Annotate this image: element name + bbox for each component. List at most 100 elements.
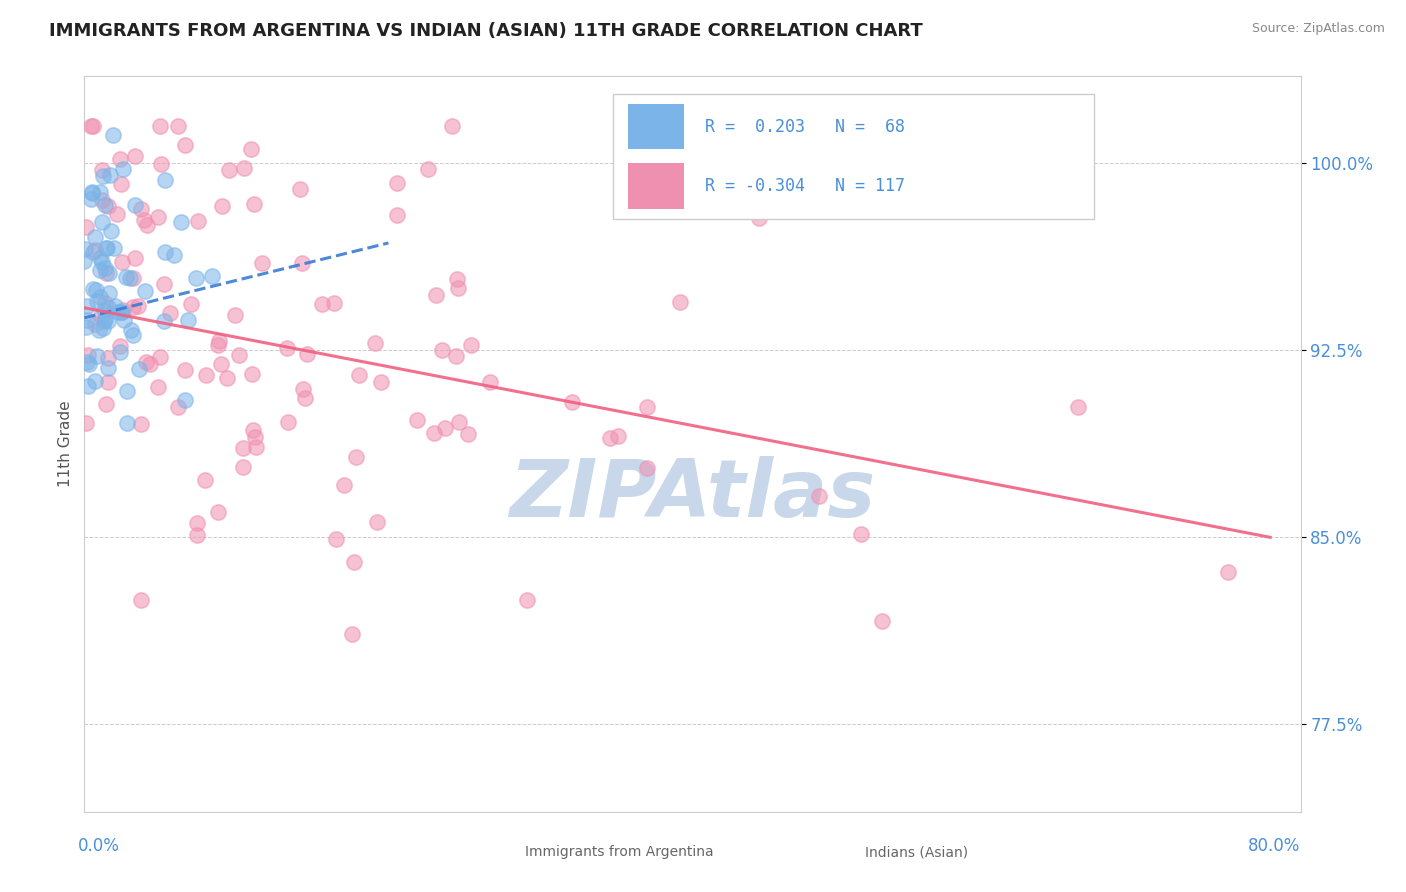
Point bbox=[76, 312, 98, 326]
Bar bbox=[814, 842, 858, 865]
Point bbox=[89, 290, 111, 304]
Bar bbox=[628, 103, 683, 149]
Point bbox=[89, 185, 111, 199]
Text: R =  0.203   N =  68: R = 0.203 N = 68 bbox=[704, 118, 904, 136]
Point bbox=[118, 271, 141, 285]
Point bbox=[97, 351, 120, 365]
Point bbox=[242, 423, 264, 437]
Point bbox=[84, 230, 107, 244]
Point bbox=[186, 516, 208, 531]
Point bbox=[90, 193, 112, 207]
Point bbox=[122, 271, 145, 285]
Point bbox=[112, 313, 135, 327]
Point bbox=[108, 338, 131, 352]
Point bbox=[209, 357, 232, 371]
Point bbox=[76, 378, 98, 392]
Point bbox=[75, 320, 97, 334]
Point bbox=[370, 375, 392, 389]
Point bbox=[90, 309, 112, 323]
Point bbox=[100, 224, 122, 238]
Point bbox=[447, 415, 470, 429]
Point bbox=[291, 382, 314, 396]
Point bbox=[108, 152, 131, 166]
Point bbox=[94, 241, 117, 255]
Point bbox=[82, 119, 104, 133]
Point bbox=[110, 305, 132, 319]
Point bbox=[98, 285, 121, 300]
Point bbox=[163, 248, 186, 262]
Text: IMMIGRANTS FROM ARGENTINA VS INDIAN (ASIAN) 11TH GRADE CORRELATION CHART: IMMIGRANTS FROM ARGENTINA VS INDIAN (ASI… bbox=[49, 22, 922, 40]
Text: 80.0%: 80.0% bbox=[1249, 838, 1301, 855]
Point bbox=[82, 186, 104, 201]
Point bbox=[83, 374, 105, 388]
Point bbox=[325, 532, 347, 546]
Point bbox=[115, 384, 138, 398]
Point bbox=[128, 362, 150, 376]
Point bbox=[97, 199, 120, 213]
Point bbox=[416, 162, 439, 177]
Point bbox=[94, 295, 117, 310]
Point bbox=[446, 272, 468, 286]
Point bbox=[250, 256, 273, 270]
Point bbox=[86, 350, 108, 364]
Point bbox=[117, 416, 139, 430]
Point bbox=[98, 301, 121, 315]
Point bbox=[636, 460, 658, 475]
Text: Indians (Asian): Indians (Asian) bbox=[865, 846, 969, 859]
Point bbox=[129, 593, 152, 607]
Point bbox=[94, 397, 117, 411]
Point bbox=[91, 255, 114, 269]
Point bbox=[186, 528, 208, 542]
Point bbox=[323, 296, 346, 310]
Point bbox=[170, 215, 193, 229]
Point bbox=[90, 163, 112, 178]
Point bbox=[150, 157, 173, 171]
Point bbox=[228, 348, 250, 362]
Bar bbox=[474, 842, 517, 865]
Point bbox=[460, 338, 482, 352]
Point bbox=[89, 251, 111, 265]
Point bbox=[174, 363, 197, 377]
Point bbox=[186, 271, 208, 285]
Point bbox=[208, 334, 231, 349]
Point bbox=[201, 268, 224, 283]
Point bbox=[636, 400, 658, 414]
Point bbox=[153, 277, 176, 291]
Point bbox=[136, 219, 159, 233]
Point bbox=[366, 515, 388, 529]
Point bbox=[159, 306, 181, 320]
Point bbox=[86, 294, 108, 309]
Point bbox=[444, 349, 467, 363]
Point bbox=[127, 299, 149, 313]
Text: R = -0.304   N = 117: R = -0.304 N = 117 bbox=[704, 178, 904, 195]
Point bbox=[291, 256, 314, 270]
Point bbox=[561, 395, 583, 409]
Point bbox=[174, 138, 197, 153]
Point bbox=[1218, 565, 1240, 579]
Point bbox=[84, 318, 107, 332]
Point bbox=[120, 323, 142, 337]
Point bbox=[122, 328, 145, 343]
Point bbox=[96, 241, 118, 255]
Point bbox=[599, 431, 621, 445]
Point bbox=[94, 197, 117, 211]
Point bbox=[245, 440, 267, 454]
Point bbox=[276, 341, 298, 355]
Point bbox=[111, 305, 134, 319]
Point bbox=[166, 119, 188, 133]
Point bbox=[91, 169, 114, 183]
Point bbox=[606, 429, 628, 443]
Point bbox=[243, 197, 266, 211]
Point bbox=[333, 478, 356, 492]
Point bbox=[134, 284, 156, 298]
Point bbox=[76, 355, 98, 369]
Point bbox=[385, 177, 408, 191]
Point bbox=[124, 197, 146, 211]
Point bbox=[441, 119, 464, 133]
Point bbox=[104, 299, 127, 313]
Point bbox=[148, 119, 170, 133]
Point bbox=[131, 417, 153, 432]
Point bbox=[98, 266, 121, 280]
Point bbox=[177, 313, 200, 327]
Point bbox=[295, 347, 318, 361]
